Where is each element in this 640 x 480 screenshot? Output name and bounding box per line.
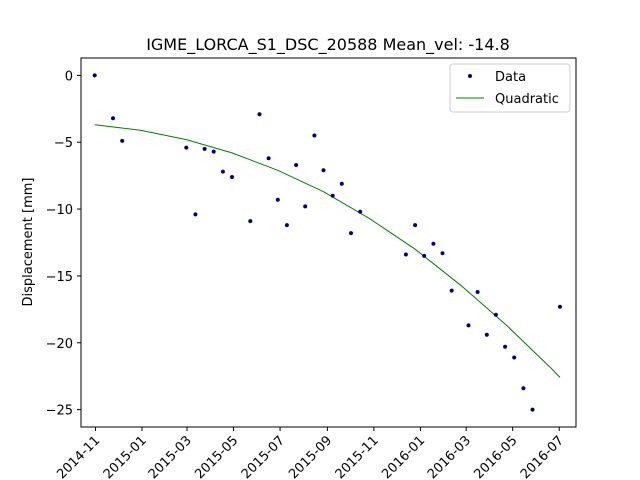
data-point [330, 193, 335, 198]
data-point [413, 223, 418, 228]
y-axis: 0 −5 −10 −15 −20 −25 [46, 69, 81, 419]
data-point [512, 355, 517, 360]
data-point [312, 133, 317, 138]
data-point [349, 231, 353, 236]
legend-marker-data [468, 74, 472, 78]
legend-box [449, 63, 571, 113]
data-point [120, 138, 125, 143]
legend: Data Quadratic [449, 63, 571, 113]
data-point [230, 175, 234, 179]
data-point [248, 219, 253, 224]
data-point [303, 204, 308, 209]
data-point [530, 407, 535, 412]
data-point [275, 197, 280, 202]
quadratic-fit-line [94, 124, 561, 378]
data-point [475, 290, 480, 294]
data-point [558, 304, 562, 309]
data-point [321, 168, 326, 173]
legend-label-quadratic: Quadratic [495, 92, 559, 107]
data-point [193, 212, 198, 217]
data-point [211, 149, 216, 154]
data-point [440, 251, 445, 256]
legend-label-data: Data [495, 70, 526, 85]
data-point [466, 323, 471, 328]
data-point [422, 253, 427, 258]
y-tick-label: −5 [54, 136, 73, 151]
data-point [449, 288, 454, 293]
data-point [257, 112, 262, 117]
y-tick-label: 0 [65, 69, 73, 84]
data-point [92, 73, 97, 78]
data-point [284, 223, 289, 228]
data-point [294, 163, 299, 167]
plot-frame [80, 57, 577, 428]
y-axis-label: Displacement [mm] [21, 178, 36, 307]
data-point [403, 252, 408, 257]
data-point [503, 344, 508, 349]
data-point [111, 116, 115, 121]
series-layer [92, 73, 562, 412]
y-tick-label: −15 [46, 270, 73, 285]
data-point [339, 181, 344, 186]
plot-area [80, 57, 577, 428]
data-point [184, 145, 189, 150]
y-tick-label: −10 [46, 203, 73, 218]
data-point [202, 146, 207, 151]
y-tick-label: −20 [46, 337, 73, 352]
data-point [484, 332, 489, 337]
data-point [431, 241, 436, 246]
data-point [358, 209, 363, 214]
data-point [266, 156, 271, 161]
data-point [493, 312, 498, 317]
y-tick-label: −25 [46, 404, 73, 419]
data-point [220, 169, 225, 174]
chart-title: IGME_LORCA_S1_DSC_20588 Mean_vel: -14.8 [146, 35, 510, 55]
data-point [521, 386, 526, 391]
